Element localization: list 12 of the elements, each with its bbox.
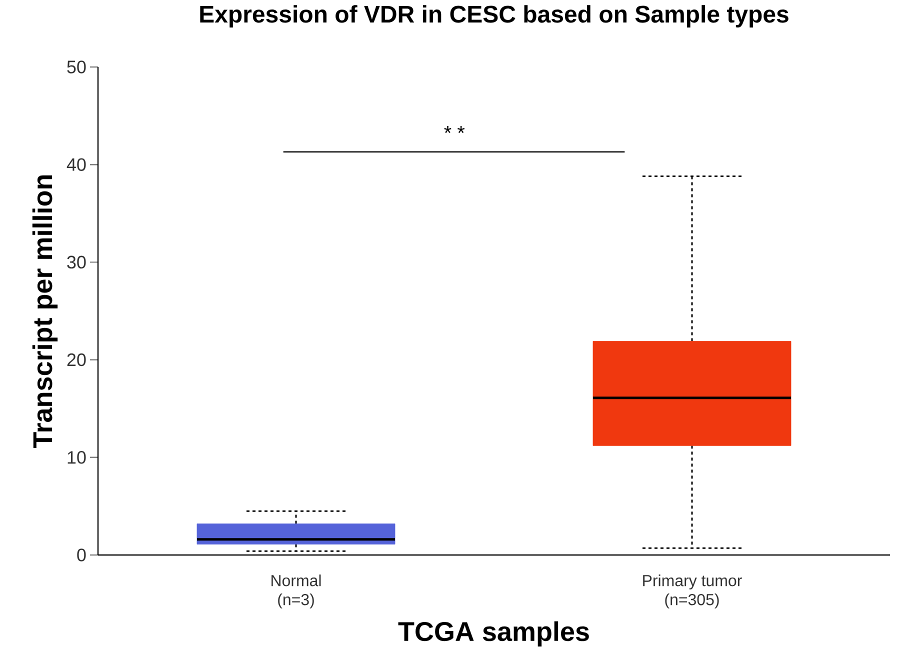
x-tick-label: Primary tumor (n=305) xyxy=(643,574,742,608)
y-tick-label: 0 xyxy=(77,548,86,562)
y-axis-title: Transcript per million xyxy=(32,175,58,448)
y-tick-label: 40 xyxy=(66,158,86,171)
y-tick-label: 30 xyxy=(67,256,86,269)
y-tick-label: 50 xyxy=(67,60,86,74)
y-tick-label: 20 xyxy=(67,353,86,366)
chart-title: Expression of VDR in CESC based on Sample types xyxy=(200,5,788,28)
x-axis-title: TCGA samples xyxy=(398,621,589,646)
annotation: * * xyxy=(444,126,465,133)
x-tick-label: Normal (n=3) xyxy=(272,574,321,608)
y-tick-label: 10 xyxy=(68,451,86,464)
